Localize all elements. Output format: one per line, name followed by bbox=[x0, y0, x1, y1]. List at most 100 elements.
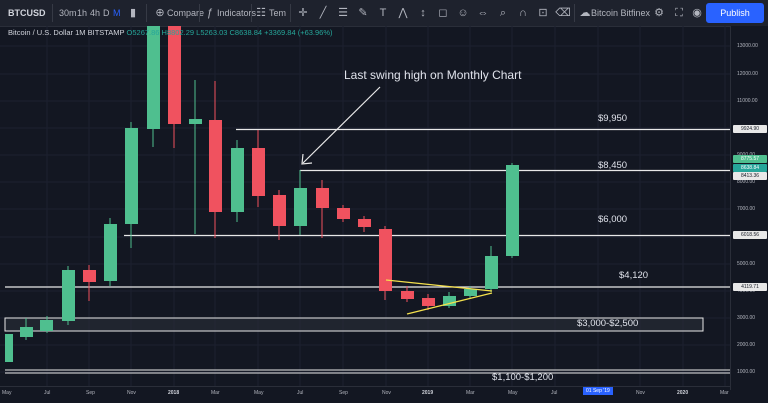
fib-icon[interactable]: ☰ bbox=[338, 7, 348, 19]
time-tick: May bbox=[508, 390, 518, 396]
label-4120[interactable]: $4,120 bbox=[619, 270, 649, 281]
price-chart[interactable] bbox=[0, 26, 730, 390]
candle bbox=[294, 188, 307, 226]
triangle-lower-trendline[interactable] bbox=[406, 292, 493, 315]
price-label-8775: 8775.57 bbox=[733, 155, 767, 163]
price-tick: 2000.00 bbox=[737, 342, 756, 348]
candle bbox=[125, 128, 138, 224]
time-tick: 2019 bbox=[422, 390, 434, 396]
candle bbox=[316, 188, 329, 208]
toolbar-divider bbox=[251, 4, 252, 22]
toolbar-divider bbox=[290, 4, 291, 22]
shapes-icon[interactable]: ◻ bbox=[438, 7, 448, 19]
indicators-button[interactable]: Indicators bbox=[217, 8, 257, 18]
triangle-upper-trendline[interactable] bbox=[385, 279, 493, 292]
time-tick: Sep bbox=[339, 390, 348, 396]
interval-d[interactable]: D bbox=[103, 8, 110, 18]
interval-1h[interactable]: 1h bbox=[77, 8, 88, 18]
interval-m[interactable]: M bbox=[113, 8, 121, 18]
price-label-6018: 6018.56 bbox=[733, 231, 767, 239]
annotation-swing-high[interactable]: Last swing high on Monthly Chart bbox=[344, 68, 522, 82]
cursor-icon[interactable]: ✛ bbox=[298, 7, 308, 19]
templates-icon[interactable]: ☷ bbox=[256, 7, 266, 19]
cloud-icon: ☁ bbox=[579, 7, 591, 19]
chart-style-icon[interactable]: ▮ bbox=[129, 7, 137, 19]
candle bbox=[401, 291, 414, 299]
time-tick: Nov bbox=[127, 390, 136, 396]
trash-icon[interactable]: ⌫ bbox=[555, 7, 571, 19]
label-1100-1200[interactable]: $1,100-$1,200 bbox=[492, 372, 554, 383]
price-label-8413: 8413.36 bbox=[733, 172, 767, 180]
annotation-arrow[interactable] bbox=[302, 86, 381, 164]
candle bbox=[20, 327, 33, 337]
candle bbox=[379, 229, 392, 291]
symbol-search[interactable]: BTCUSD bbox=[8, 8, 46, 18]
brush-icon[interactable]: ✎ bbox=[358, 7, 368, 19]
interval-4h[interactable]: 4h bbox=[90, 8, 101, 18]
candle bbox=[506, 165, 519, 256]
price-axis[interactable] bbox=[730, 26, 768, 390]
price-tick: 12000.00 bbox=[737, 71, 758, 77]
price-tick: 3000.00 bbox=[737, 315, 756, 321]
arrow-head-icon bbox=[301, 153, 313, 165]
camera-icon[interactable]: ◉ bbox=[692, 7, 702, 19]
candle bbox=[273, 195, 286, 226]
time-tick: 2020 bbox=[677, 390, 689, 396]
candlesticks bbox=[5, 26, 519, 362]
templates-button[interactable]: Tem bbox=[269, 8, 287, 18]
toolbar-divider bbox=[574, 4, 575, 22]
exchange-label[interactable]: Bitcoin Bitfinex bbox=[591, 8, 651, 18]
candle bbox=[337, 208, 350, 219]
time-axis[interactable] bbox=[0, 386, 730, 403]
time-tick: Sep bbox=[86, 390, 95, 396]
pattern-icon[interactable]: ⋀ bbox=[398, 7, 408, 19]
candle bbox=[168, 26, 181, 124]
candle bbox=[485, 256, 498, 289]
toolbar-divider bbox=[199, 4, 200, 22]
label-6000[interactable]: $6,000 bbox=[598, 214, 628, 225]
text-icon[interactable]: T bbox=[379, 7, 387, 19]
support-band-3000-2500[interactable] bbox=[4, 317, 704, 332]
interval-30m[interactable]: 30m bbox=[59, 8, 77, 18]
settings-icon[interactable]: ⚙ bbox=[654, 7, 664, 19]
time-tick: Nov bbox=[382, 390, 391, 396]
candle bbox=[5, 334, 13, 362]
icons-icon[interactable]: ☺ bbox=[457, 7, 469, 19]
zoom-icon[interactable]: ⌕ bbox=[499, 7, 507, 19]
price-tick: 1000.00 bbox=[737, 369, 756, 375]
publish-button[interactable]: Publish bbox=[706, 3, 764, 23]
indicators-icon[interactable]: ƒ bbox=[206, 7, 214, 19]
lock-icon[interactable]: ⊡ bbox=[538, 7, 548, 19]
price-label-8638: 8638.84 bbox=[733, 164, 767, 172]
candle bbox=[62, 270, 75, 321]
measure-icon[interactable]: ⇔ bbox=[477, 7, 489, 19]
price-tick: 8000.00 bbox=[737, 179, 756, 185]
compare-button[interactable]: Compare bbox=[167, 8, 205, 18]
compare-icon[interactable]: ⊕ bbox=[155, 7, 165, 19]
top-toolbar: BTCUSD 30m 1h 4h D M ▮ ⊕ Compare ƒ Indic… bbox=[0, 0, 768, 27]
magnet-icon[interactable]: ∩ bbox=[519, 7, 527, 19]
price-tick: 7000.00 bbox=[737, 206, 756, 212]
toolbar-divider bbox=[52, 4, 53, 22]
fullscreen-icon[interactable]: ⛶ bbox=[675, 7, 683, 19]
price-tick: 4000.00 bbox=[737, 288, 756, 294]
candle bbox=[422, 298, 435, 306]
label-8450[interactable]: $8,450 bbox=[598, 160, 628, 171]
candle bbox=[40, 320, 53, 331]
time-tick: 2018 bbox=[168, 390, 180, 396]
time-tick: Mar bbox=[211, 390, 220, 396]
price-tick: 11000.00 bbox=[737, 98, 758, 104]
label-3000-2500[interactable]: $3,000-$2,500 bbox=[577, 318, 639, 329]
time-tick: Mar bbox=[466, 390, 475, 396]
crosshair-date-label: 01 Sep '19 bbox=[583, 387, 613, 395]
legend-ohlc: O5267.86 H8802.29 L5263.03 C8638.84 +336… bbox=[126, 28, 333, 37]
candle bbox=[443, 296, 456, 306]
time-tick: Jul bbox=[551, 390, 558, 396]
trend-line-icon[interactable]: ╱ bbox=[319, 7, 327, 19]
label-9950[interactable]: $9,950 bbox=[598, 113, 628, 124]
time-tick: Nov bbox=[636, 390, 645, 396]
toolbar-divider bbox=[146, 4, 147, 22]
time-tick: May bbox=[254, 390, 264, 396]
candle bbox=[104, 224, 117, 281]
prediction-icon[interactable]: ↕ bbox=[420, 7, 426, 19]
